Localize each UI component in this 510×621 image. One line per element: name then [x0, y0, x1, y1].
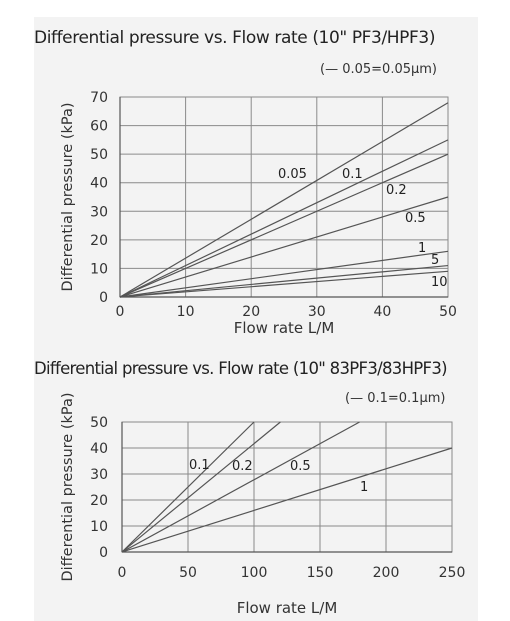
chart2-x-tick-label: 0	[118, 565, 127, 581]
chart2-y-axis-label: Differential pressure (kPa)	[60, 392, 76, 581]
chart2-x-tick-label: 50	[179, 565, 197, 581]
chart2-x-tick-label: 200	[373, 565, 400, 581]
chart1-y-tick-label: 60	[90, 119, 108, 135]
chart1-x-tick-label: 40	[373, 304, 391, 320]
chart2-x-tick-label: 250	[439, 565, 466, 581]
chart1-y-tick-label: 0	[99, 290, 108, 306]
chart1-series-line	[119, 153, 449, 298]
chart2-plot-frame	[121, 421, 453, 553]
chart1-title: Differential pressure vs. Flow rate (10"…	[34, 28, 436, 48]
chart2-y-tick-label: 10	[90, 519, 108, 535]
chart2-series-label: 0.5	[290, 459, 311, 474]
chart1-y-tick-label: 10	[90, 261, 108, 277]
chart2-series-label: 0.1	[189, 458, 210, 473]
chart2-series-line	[121, 421, 360, 553]
chart2-unit-note: (— 0.1=0.1µm)	[345, 391, 446, 406]
chart1-series-label: 0.2	[386, 183, 407, 198]
chart1-y-tick-label: 30	[90, 204, 108, 220]
chart1-y-axis-label: Differential pressure (kPa)	[60, 102, 76, 291]
chart1-y-tick-label: 20	[90, 233, 108, 249]
chart2-y-tick-label: 30	[90, 467, 108, 483]
chart1-y-tick-label: 50	[90, 147, 108, 163]
chart2-x-axis-label: Flow rate L/M	[237, 599, 338, 617]
chart2-series-line	[121, 421, 255, 553]
chart2-x-tick-label: 100	[241, 565, 268, 581]
chart2-series-label: 0.2	[232, 459, 253, 474]
chart1-series-line	[119, 250, 449, 298]
chart1-x-tick-label: 10	[177, 304, 195, 320]
chart2-y-tick-label: 40	[90, 441, 108, 457]
chart1-y-tick-label: 70	[90, 90, 108, 106]
chart1-series-line	[119, 139, 449, 298]
chart1-series-line	[119, 196, 449, 298]
chart1-series-label: 5	[431, 253, 439, 268]
chart1-x-tick-label: 20	[242, 304, 260, 320]
chart1-series-line	[119, 102, 449, 298]
chart2-series-line	[121, 421, 281, 553]
chart1-x-tick-label: 0	[116, 304, 125, 320]
chart1-y-tick-label: 40	[90, 176, 108, 192]
chart2-y-tick-label: 20	[90, 493, 108, 509]
chart1-series-label: 0.5	[405, 211, 426, 226]
chart-panel	[34, 17, 478, 621]
chart1-series-label: 1	[418, 241, 426, 256]
chart2-series-label: 1	[360, 480, 368, 495]
chart2-series-line	[121, 447, 453, 553]
chart1-series-label: 0.1	[342, 167, 363, 182]
chart1-x-tick-label: 30	[308, 304, 326, 320]
chart1-series-line	[119, 270, 449, 298]
chart1-series-label: 0.05	[278, 167, 307, 182]
chart1-x-axis-label: Flow rate L/M	[234, 319, 335, 337]
chart1-series-label: 10	[431, 275, 448, 290]
chart2-title: Differential pressure vs. Flow rate (10"…	[34, 359, 448, 378]
chart2-y-tick-label: 50	[90, 415, 108, 431]
chart1-x-tick-label: 50	[439, 304, 457, 320]
chart1-series-line	[119, 264, 449, 298]
chart1-unit-note: (— 0.05=0.05µm)	[320, 62, 437, 77]
chart2-y-tick-label: 0	[99, 545, 108, 561]
chart2-x-tick-label: 150	[307, 565, 334, 581]
